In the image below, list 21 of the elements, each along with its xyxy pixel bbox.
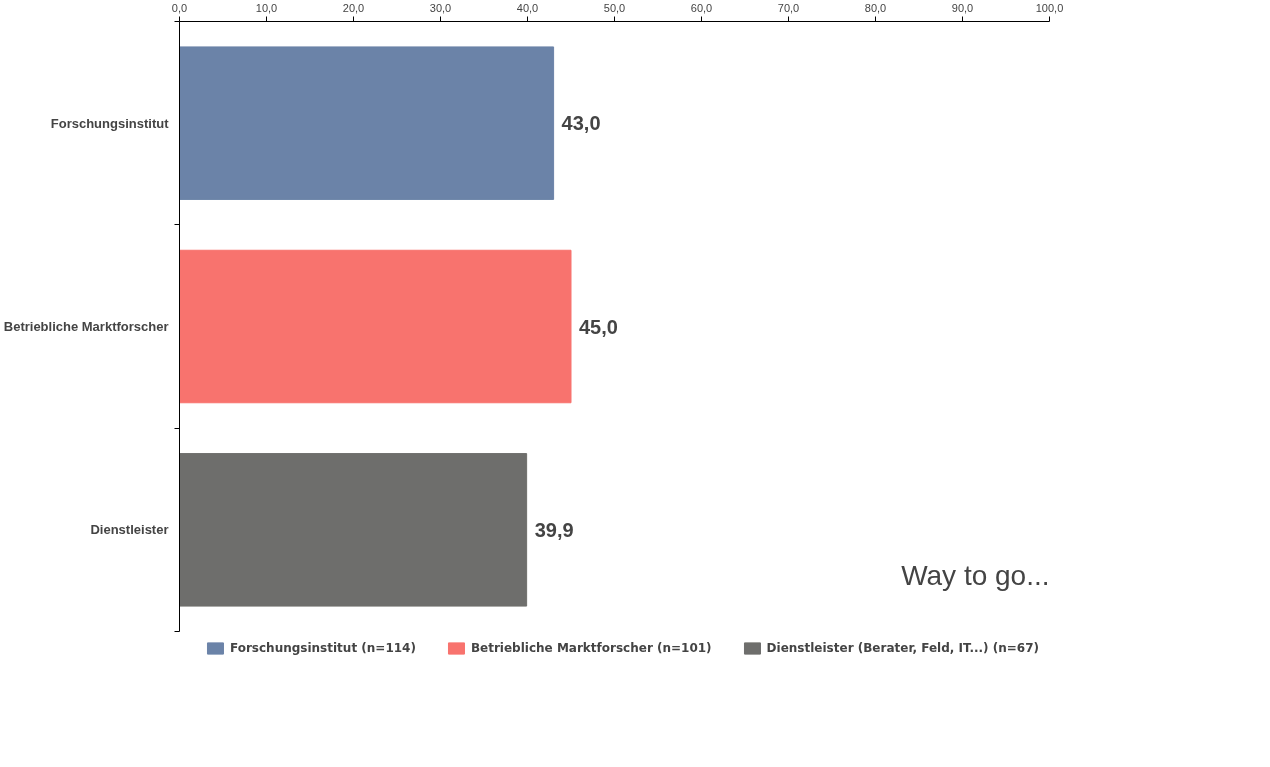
x-tick-label: 0,0 xyxy=(171,1,188,14)
data-label: 43,0 xyxy=(561,112,601,135)
x-tick-label: 100,0 xyxy=(1035,1,1064,14)
legend-label: Betriebliche Marktforscher (n=101) xyxy=(470,641,712,655)
annotation: Way to go... xyxy=(901,559,1050,591)
x-tick-label: 90,0 xyxy=(951,1,974,14)
x-tick-label: 40,0 xyxy=(516,1,539,14)
legend-label: Forschungsinstitut (n=114) xyxy=(229,641,416,655)
x-tick-label: 30,0 xyxy=(429,1,452,14)
x-tick-label: 50,0 xyxy=(603,1,626,14)
x-tick-label: 70,0 xyxy=(777,1,800,14)
y-tick-label: Betriebliche Marktforscher xyxy=(3,319,169,334)
x-tick-label: 10,0 xyxy=(255,1,278,14)
x-tick-label: 20,0 xyxy=(342,1,365,14)
data-label: 45,0 xyxy=(579,315,618,338)
y-tick-label: Dienstleister xyxy=(90,522,169,538)
x-tick-label: 60,0 xyxy=(690,1,713,14)
x-tick-label: 80,0 xyxy=(864,1,887,14)
y-tick-label: Forschungsinstitut xyxy=(50,115,170,131)
legend-label: Dienstleister (Berater, Feld, IT...) (n=67) xyxy=(766,641,1039,655)
data-label: 39,9 xyxy=(534,518,574,541)
